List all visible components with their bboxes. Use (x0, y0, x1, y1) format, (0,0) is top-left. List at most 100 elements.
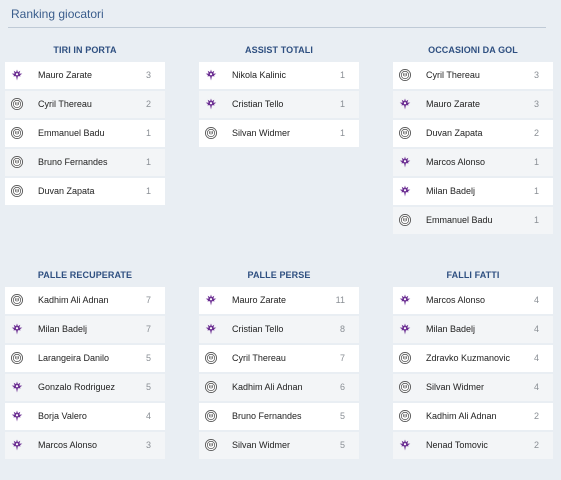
udinese-crest-icon (398, 126, 412, 140)
player-row[interactable]: Marcos Alonso 3 (5, 432, 165, 459)
ranking-list: Marcos Alonso 4 Milan Badelj 4 Zdravko Kuzma… (393, 287, 553, 459)
player-row[interactable]: Silvan Widmer 4 (393, 374, 553, 401)
player-row[interactable]: Gonzalo Rodriguez 5 (5, 374, 165, 401)
stat-value: 2 (145, 99, 151, 109)
player-row[interactable]: Kadhim Ali Adnan 6 (199, 374, 359, 401)
player-name: Kadhim Ali Adnan (232, 382, 303, 392)
player-name: Emmanuel Badu (426, 215, 493, 225)
stat-value: 3 (533, 99, 539, 109)
udinese-crest-icon (204, 438, 218, 452)
player-row[interactable]: Duvan Zapata 1 (5, 178, 165, 205)
player-row[interactable]: Mauro Zarate 3 (5, 62, 165, 89)
player-row[interactable]: Borja Valero 4 (5, 403, 165, 430)
stat-value: 4 (533, 295, 539, 305)
fiorentina-crest-icon (11, 69, 23, 81)
player-row[interactable]: Kadhim Ali Adnan 7 (5, 287, 165, 314)
player-row[interactable]: Nikola Kalinic 1 (199, 62, 359, 89)
stat-value: 3 (145, 70, 151, 80)
ranking-panel-tiri-in-porta: TIRI IN PORTA Mauro Zarate 3 Cyril Thereau… (5, 42, 165, 207)
player-name: Nenad Tomovic (426, 440, 488, 450)
player-name: Larangeira Danilo (38, 353, 110, 363)
stat-value: 8 (339, 324, 345, 334)
panel-title: FALLI FATTI (446, 270, 500, 280)
panel-title: PALLE RECUPERATE (37, 270, 133, 280)
player-row[interactable]: Kadhim Ali Adnan 2 (393, 403, 553, 430)
udinese-crest-icon (398, 351, 412, 365)
player-row[interactable]: Bruno Fernandes 5 (199, 403, 359, 430)
header-divider (8, 27, 546, 28)
ranking-panel-occasioni-da-gol: OCCASIONI DA GOL Cyril Thereau 3 Mauro Zar… (393, 42, 553, 236)
player-row[interactable]: Larangeira Danilo 5 (5, 345, 165, 372)
player-row[interactable]: Emmanuel Badu 1 (393, 207, 553, 234)
player-row[interactable]: Silvan Widmer 5 (199, 432, 359, 459)
player-name: Marcos Alonso (426, 157, 486, 167)
player-name: Duvan Zapata (426, 128, 483, 138)
player-name: Mauro Zarate (426, 99, 481, 109)
fiorentina-crest-icon (11, 410, 23, 422)
player-row[interactable]: Mauro Zarate 3 (393, 91, 553, 118)
stat-value: 4 (533, 324, 539, 334)
ranking-panel-assist-totali: ASSIST TOTALI Nikola Kalinic 1 Cristian Te… (199, 42, 359, 149)
player-row[interactable]: Milan Badelj 7 (5, 316, 165, 343)
stat-value: 1 (145, 186, 151, 196)
player-name: Cyril Thereau (426, 70, 480, 80)
player-name: Cyril Thereau (232, 353, 286, 363)
player-row[interactable]: Cyril Thereau 2 (5, 91, 165, 118)
player-row[interactable]: Milan Badelj 1 (393, 178, 553, 205)
player-name: Mauro Zarate (232, 295, 287, 305)
player-row[interactable]: Cyril Thereau 7 (199, 345, 359, 372)
fiorentina-crest-icon (11, 381, 23, 393)
player-name: Milan Badelj (38, 324, 88, 334)
stat-value: 3 (145, 440, 151, 450)
player-name: Cyril Thereau (38, 99, 92, 109)
player-row[interactable]: Emmanuel Badu 1 (5, 120, 165, 147)
player-row[interactable]: Bruno Fernandes 1 (5, 149, 165, 176)
player-row[interactable]: Cyril Thereau 3 (393, 62, 553, 89)
stat-value: 5 (339, 411, 345, 421)
fiorentina-crest-icon (205, 69, 217, 81)
player-row[interactable]: Milan Badelj 4 (393, 316, 553, 343)
stat-value: 7 (145, 295, 151, 305)
fiorentina-crest-icon (205, 294, 217, 306)
stat-value: 4 (533, 382, 539, 392)
fiorentina-crest-icon (399, 156, 411, 168)
player-row[interactable]: Zdravko Kuzmanovic 4 (393, 345, 553, 372)
player-row[interactable]: Cristian Tello 8 (199, 316, 359, 343)
player-name: Nikola Kalinic (232, 70, 287, 80)
stat-value: 4 (145, 411, 151, 421)
player-name: Cristian Tello (232, 99, 284, 109)
ranking-list: Mauro Zarate 3 Cyril Thereau 2 Emmanuel Badu… (5, 62, 165, 205)
stat-value: 2 (533, 128, 539, 138)
udinese-crest-icon (204, 126, 218, 140)
ranking-panel-palle-recuperate: PALLE RECUPERATE Kadhim Ali Adnan 7 Milan … (5, 267, 165, 461)
player-row[interactable]: Duvan Zapata 2 (393, 120, 553, 147)
udinese-crest-icon (398, 409, 412, 423)
stat-value: 4 (533, 353, 539, 363)
fiorentina-crest-icon (205, 323, 217, 335)
player-name: Silvan Widmer (232, 128, 291, 138)
stat-value: 7 (339, 353, 345, 363)
stat-value: 3 (533, 70, 539, 80)
player-row[interactable]: Nenad Tomovic 2 (393, 432, 553, 459)
stat-value: 2 (533, 440, 539, 450)
panel-title: OCCASIONI DA GOL (428, 45, 518, 55)
player-row[interactable]: Marcos Alonso 1 (393, 149, 553, 176)
ranking-list: Cyril Thereau 3 Mauro Zarate 3 Duvan Zapata 2… (393, 62, 553, 234)
fiorentina-crest-icon (205, 98, 217, 110)
stat-value: 2 (533, 411, 539, 421)
player-row[interactable]: Marcos Alonso 4 (393, 287, 553, 314)
player-row[interactable]: Cristian Tello 1 (199, 91, 359, 118)
player-name: Kadhim Ali Adnan (426, 411, 497, 421)
udinese-crest-icon (10, 293, 24, 307)
ranking-panel-palle-perse: PALLE PERSE Mauro Zarate 11 Cristian Tello… (199, 267, 359, 461)
fiorentina-crest-icon (399, 98, 411, 110)
udinese-crest-icon (10, 184, 24, 198)
stat-value: 1 (145, 157, 151, 167)
panel-title: PALLE PERSE (247, 270, 311, 280)
player-row[interactable]: Mauro Zarate 11 (199, 287, 359, 314)
udinese-crest-icon (204, 409, 218, 423)
stat-value: 1 (533, 215, 539, 225)
fiorentina-crest-icon (399, 294, 411, 306)
page-title: Ranking giocatori (11, 7, 104, 21)
player-row[interactable]: Silvan Widmer 1 (199, 120, 359, 147)
